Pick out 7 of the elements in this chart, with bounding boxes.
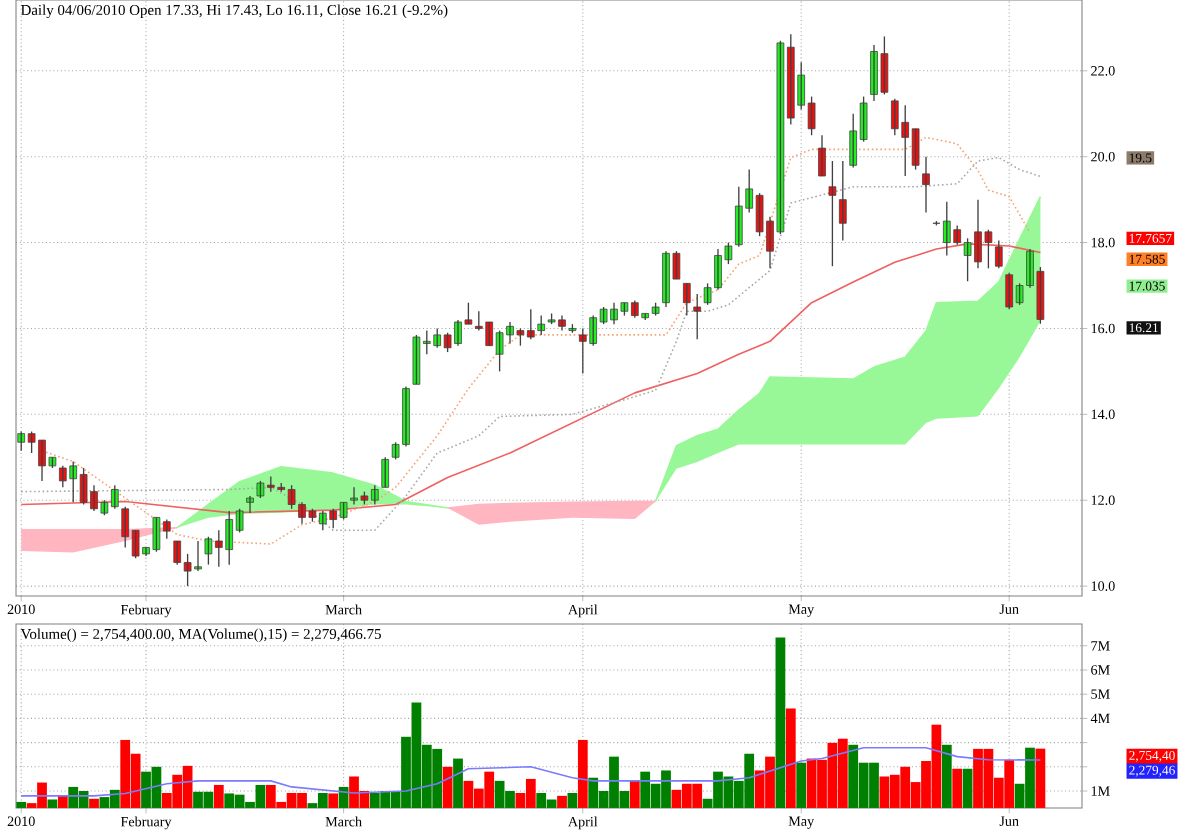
- candlestick: [838, 160, 847, 242]
- candlestick: [246, 495, 254, 514]
- candlestick: [682, 282, 691, 317]
- candlestick: [381, 456, 390, 488]
- candlestick: [828, 160, 837, 267]
- candlestick: [994, 239, 1003, 270]
- candlestick: [693, 293, 702, 340]
